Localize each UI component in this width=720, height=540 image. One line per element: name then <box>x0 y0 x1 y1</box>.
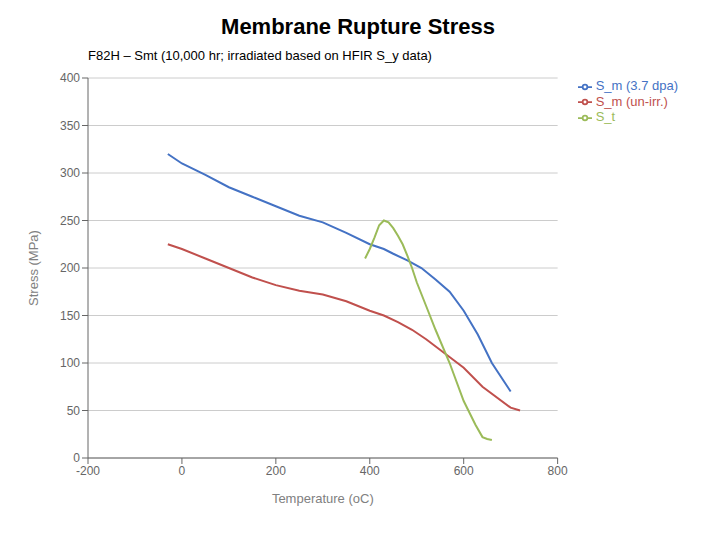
svg-text:-200: -200 <box>76 464 100 478</box>
svg-text:200: 200 <box>266 464 286 478</box>
svg-text:200: 200 <box>60 261 80 275</box>
svg-text:0: 0 <box>73 451 80 465</box>
svg-text:400: 400 <box>360 464 380 478</box>
html-text:S_m (3.7 dpa): S_m (3.7 dpa) <box>595 78 678 93</box>
svg-text:Temperature (oC): Temperature (oC) <box>272 491 374 506</box>
svg-text:300: 300 <box>60 166 80 180</box>
html-text:S_t: S_t <box>595 109 616 125</box>
svg-text:0: 0 <box>179 464 186 478</box>
svg-text:250: 250 <box>60 214 80 228</box>
html-text:S_m (un-irr.): S_m (un-irr.) <box>595 93 668 109</box>
svg-text:350: 350 <box>60 119 80 133</box>
svg-text:Stress (MPa): Stress (MPa) <box>26 230 41 306</box>
html-text:Membrane Rupture Stress: Membrane Rupture Stress <box>221 14 495 39</box>
svg-text:400: 400 <box>60 71 80 85</box>
svg-text:50: 50 <box>67 404 81 418</box>
html-text:F82H – Smt (10,000 hr; irradia: F82H – Smt (10,000 hr; irradiated based … <box>88 48 432 63</box>
svg-text:150: 150 <box>60 309 80 323</box>
svg-text:600: 600 <box>454 464 474 478</box>
svg-text:800: 800 <box>548 464 568 478</box>
svg-text:100: 100 <box>60 356 80 370</box>
